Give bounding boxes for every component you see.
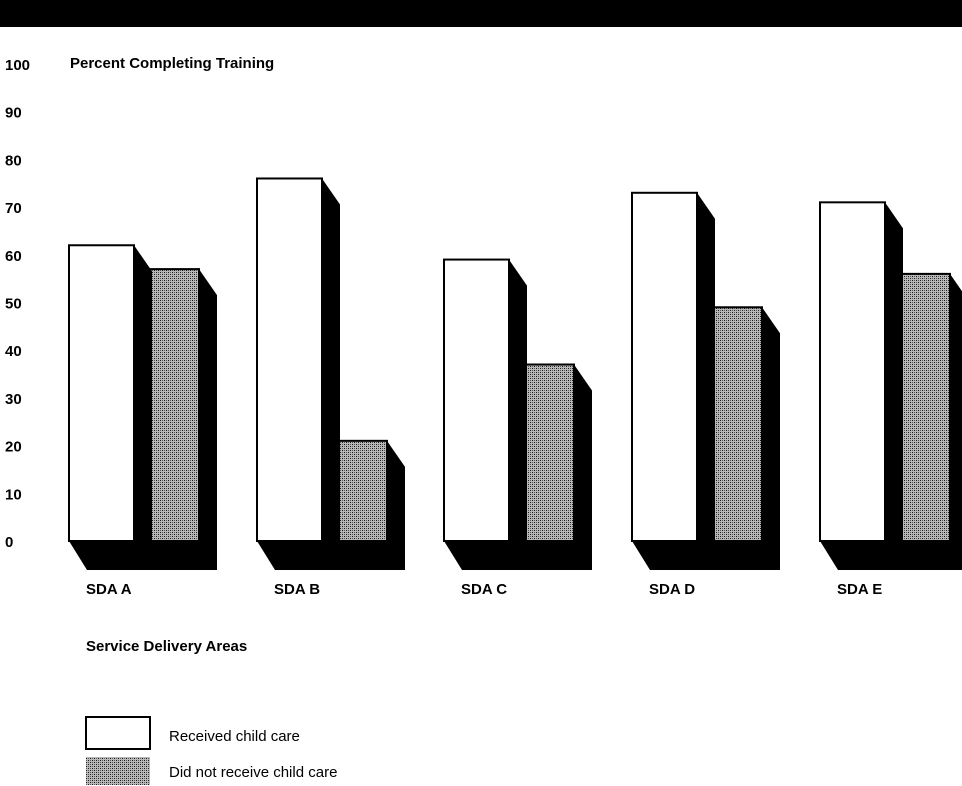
y-tick-label: 10	[5, 486, 22, 503]
y-tick-label: 90	[5, 105, 22, 122]
y-tick-label: 50	[5, 296, 22, 313]
y-tick-label: 100	[5, 57, 30, 74]
bar-received-3	[443, 258, 527, 570]
y-tick-label: 60	[5, 248, 22, 265]
bar-face	[631, 191, 698, 542]
bars	[68, 177, 962, 571]
chart-title: Percent Completing Training	[70, 55, 274, 72]
bar-face	[443, 258, 510, 542]
y-tick-label: 40	[5, 343, 22, 360]
y-tick-label: 70	[5, 200, 22, 217]
bar-shadow	[444, 259, 527, 570]
bar-shadow	[820, 202, 903, 570]
bar-shadow	[322, 440, 405, 570]
y-tick-label: 80	[5, 152, 22, 169]
bar-received-2	[256, 177, 340, 571]
legend-label-received: Received child care	[169, 728, 300, 745]
bar-shadow	[257, 178, 340, 571]
bar-received-1	[68, 244, 152, 570]
legend-swatch-received	[85, 716, 151, 750]
bar-face	[256, 177, 323, 542]
x-tick-label: SDA A	[86, 581, 132, 598]
bar-received-4	[631, 191, 715, 571]
bar-received-5	[819, 201, 903, 570]
bar-face	[819, 201, 886, 543]
x-tick-label: SDA D	[649, 581, 695, 598]
x-axis-tick-labels: SDA A SDA B SDA C SDA D SDA E	[86, 581, 882, 598]
y-tick-label: 30	[5, 391, 22, 408]
bar-shadow	[632, 192, 715, 571]
bar-shadow	[134, 269, 217, 570]
legend-label-not-received: Did not receive child care	[169, 764, 337, 781]
x-tick-label: SDA C	[461, 581, 507, 598]
legend-swatch-not-received	[86, 757, 150, 785]
y-axis-tick-labels: 0 10 20 30 40 50 60 70 80 90 100	[5, 57, 30, 551]
top-bar	[0, 0, 962, 27]
y-tick-label: 20	[5, 439, 22, 456]
x-axis-label: Service Delivery Areas	[86, 638, 247, 655]
x-tick-label: SDA E	[837, 581, 882, 598]
y-tick-label: 0	[5, 534, 13, 551]
bar-face	[68, 244, 135, 542]
x-tick-label: SDA B	[274, 581, 320, 598]
bar-shadow	[885, 273, 962, 570]
bar-shadow	[69, 245, 152, 570]
legend: Received child care Did not receive chil…	[85, 716, 337, 785]
